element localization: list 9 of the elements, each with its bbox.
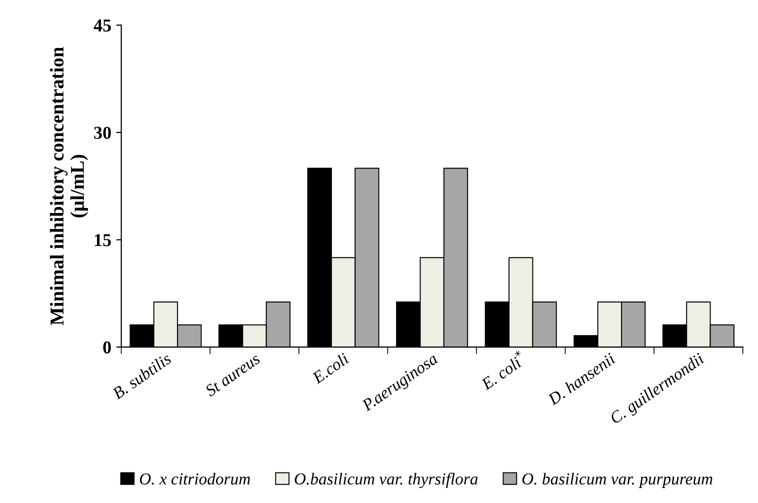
y-tick-label: 15 (94, 234, 111, 246)
y-tick-label: 30 (94, 126, 111, 139)
legend-label: O.basilicum var. thyrsiflora (294, 472, 478, 488)
x-tick-label: E. coli$^{*}$ (478, 350, 528, 391)
legend-label: O. basilicum var. purpureum (522, 472, 712, 488)
legend-label: O. x citriodorum (140, 472, 250, 485)
y-axis-title: Minimal inhibitory concentration (µl/mL) (50, 47, 88, 326)
y-tick-label: 0 (103, 341, 111, 354)
y-tick-label: 45 (94, 20, 111, 32)
